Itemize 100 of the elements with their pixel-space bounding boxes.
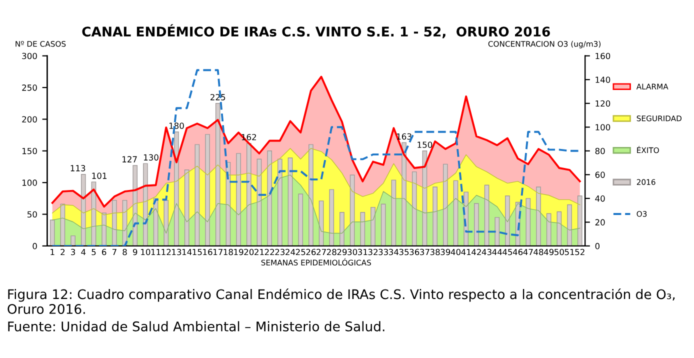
bar <box>556 211 562 246</box>
bar <box>494 217 500 246</box>
source-note: Fuente: Unidad de Salud Ambiental – Ministerio de Salud. <box>8 321 384 332</box>
bar <box>215 103 220 246</box>
x-tick-label: 41 <box>461 248 471 256</box>
x-tick-label: 4 <box>81 248 86 256</box>
x-tick-label: 23 <box>275 248 285 256</box>
x-tick-label: 26 <box>306 248 316 256</box>
x-tick-label: 46 <box>512 248 523 256</box>
x-tick-label: 43 <box>482 248 492 256</box>
bar <box>453 180 458 246</box>
data-label: 101 <box>92 172 106 179</box>
x-tick-label: 45 <box>502 248 512 256</box>
x-tick-label: 50 <box>554 248 564 256</box>
data-label: 180 <box>169 122 184 129</box>
x-tick-label: 3 <box>71 248 76 256</box>
x-tick-label: 38 <box>430 248 440 256</box>
bar <box>360 212 366 246</box>
y-tick-label: 250 <box>22 84 37 91</box>
x-tick-label: 7 <box>112 248 116 256</box>
y-tick-label: 100 <box>22 180 37 186</box>
data-label: 225 <box>210 94 226 100</box>
bar <box>442 164 448 246</box>
bar <box>205 134 210 246</box>
x-tick-label: 29 <box>337 248 347 256</box>
y2-tick-label: 120 <box>596 100 610 107</box>
x-tick-label: 18 <box>224 248 233 256</box>
x-tick-label: 47 <box>523 248 533 256</box>
x-tick-label: 48 <box>534 248 544 256</box>
x-tick-label: 32 <box>368 248 378 256</box>
x-tick-label: 10 <box>141 248 150 256</box>
bar <box>546 213 552 246</box>
x-tick-label: 44 <box>492 248 502 256</box>
x-tick-label: 13 <box>172 248 182 256</box>
x-tick-label: 40 <box>450 248 460 256</box>
bar <box>370 206 376 246</box>
data-label: 127 <box>122 156 137 162</box>
x-tick-label: 31 <box>358 248 368 256</box>
x-tick-label: 15 <box>192 248 202 256</box>
y2-tick-label: 160 <box>596 52 610 60</box>
x-tick-label: 21 <box>254 248 264 256</box>
data-label: 113 <box>70 165 86 172</box>
x-tick-label: 24 <box>286 248 296 256</box>
x-tick-label: 51 <box>564 248 574 256</box>
x-tick-label: 22 <box>264 248 274 256</box>
x-tick-label: 17 <box>213 248 222 256</box>
x-tick-label: 8 <box>122 248 127 256</box>
bar <box>329 189 334 246</box>
x-tick-label: 28 <box>326 248 336 256</box>
bar <box>102 212 106 246</box>
x-tick-label: 1 <box>50 248 54 256</box>
bar <box>174 132 179 246</box>
bar <box>474 203 479 246</box>
bar <box>308 144 314 246</box>
y2-tick-label: 40 <box>595 195 605 202</box>
y-tick-label: 0 <box>32 242 37 250</box>
y-tick-label: 50 <box>28 211 37 218</box>
y2-tick-label: 80 <box>595 148 605 154</box>
bar <box>143 163 148 246</box>
x-tick-label: 42 <box>472 248 481 256</box>
bar <box>288 158 293 246</box>
bar <box>391 180 396 246</box>
y-tick-label: 200 <box>22 116 37 122</box>
bar <box>567 204 572 246</box>
bar <box>236 153 241 246</box>
bar <box>505 196 510 246</box>
x-tick-label: 34 <box>389 248 399 256</box>
y2-tick-label: 140 <box>596 76 610 83</box>
x-tick-label: 11 <box>151 248 160 256</box>
x-tick-label: 39 <box>440 248 450 256</box>
x-tick-label: 37 <box>420 248 430 256</box>
bar <box>277 158 282 246</box>
data-label: 150 <box>418 142 432 148</box>
y-tick-label: 300 <box>22 52 37 60</box>
bar <box>536 186 541 246</box>
data-label: 130 <box>144 154 158 161</box>
x-tick-label: 30 <box>348 248 358 256</box>
x-tick-label: 20 <box>244 248 254 256</box>
bar <box>50 220 55 246</box>
bar <box>132 165 138 246</box>
bar <box>184 170 190 246</box>
x-tick-label: 14 <box>182 248 192 256</box>
x-tick-label: 2 <box>60 248 65 256</box>
bar <box>267 150 272 246</box>
x-tick-label: 16 <box>203 248 212 256</box>
bar <box>577 196 582 246</box>
x-tick-label: 9 <box>132 248 138 256</box>
bar <box>526 198 531 246</box>
x-tick-label: 36 <box>410 248 420 256</box>
x-tick-label: 25 <box>296 248 306 256</box>
bar <box>164 200 169 246</box>
bar <box>432 186 438 246</box>
bar <box>298 194 304 246</box>
bar <box>80 174 86 246</box>
x-tick-label: 33 <box>378 248 388 256</box>
x-tick-label: 35 <box>399 248 409 256</box>
bar <box>194 144 200 246</box>
bar <box>350 174 355 246</box>
bar <box>112 200 117 246</box>
x-tick-label: 12 <box>162 248 171 256</box>
